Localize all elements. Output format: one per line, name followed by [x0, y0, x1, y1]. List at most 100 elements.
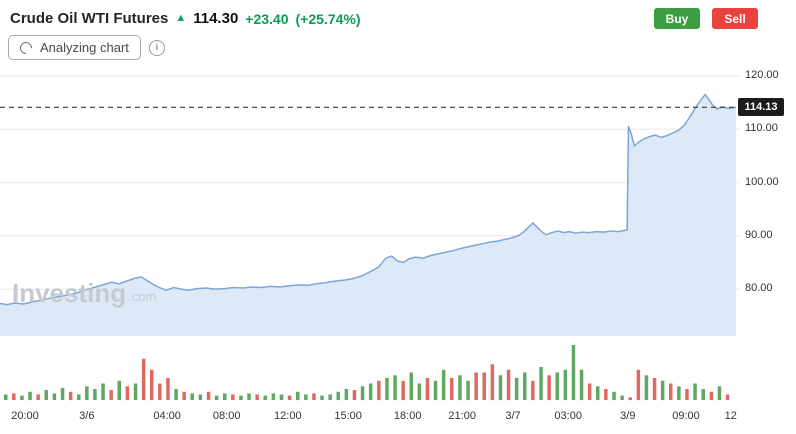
volume-bar — [555, 372, 559, 400]
volume-bar — [669, 383, 673, 400]
volume-bar — [182, 391, 186, 401]
volume-bar — [401, 380, 405, 401]
volume-bar — [287, 395, 292, 400]
volume-bar — [620, 395, 624, 400]
volume-bar — [336, 391, 340, 401]
trade-actions: Buy Sell — [654, 8, 758, 29]
volume-bar — [433, 380, 438, 401]
instrument-title: Crude Oil WTI Futures — [10, 10, 169, 27]
price-chart[interactable] — [0, 68, 740, 408]
volume-bar — [693, 383, 697, 400]
price-up-arrow-icon: ▲ — [175, 12, 187, 24]
volume-bar — [223, 393, 227, 400]
volume-bar — [547, 375, 551, 401]
x-axis-label: 03:00 — [554, 410, 582, 422]
current-price-tag: 114.13 — [738, 98, 784, 117]
y-axis-label: 90.00 — [745, 228, 773, 241]
volume-bar — [141, 358, 146, 401]
volume-bar — [44, 390, 48, 400]
volume-bar — [77, 394, 81, 400]
volume-bar — [368, 383, 373, 400]
volume-bar — [531, 380, 535, 401]
x-axis-label: 20:00 — [11, 410, 39, 422]
volume-bar — [85, 386, 89, 401]
volume-bar — [247, 393, 251, 400]
volume-bar — [214, 395, 219, 400]
x-axis[interactable]: 20:00 3/6 04:00 08:00 12:00 15:00 18:00 21:00 3/… — [0, 410, 740, 426]
investing-watermark: Investing .com — [12, 280, 156, 306]
price-area-fill — [0, 94, 736, 336]
volume-bar — [206, 391, 211, 401]
volume-bar — [458, 375, 462, 401]
watermark-main: Investing — [12, 278, 127, 308]
x-axis-label: 18:00 — [393, 410, 422, 422]
y-axis[interactable]: 120.00 110.00 100.00 90.00 80.00 — [741, 68, 796, 408]
volume-bar — [660, 380, 665, 401]
volume-bar — [377, 380, 381, 401]
volume-bar — [441, 369, 446, 401]
price-change: +23.40 — [245, 10, 289, 27]
volume-bar — [393, 375, 397, 401]
volume-bar — [360, 386, 365, 401]
volume-bar — [677, 386, 681, 401]
x-axis-label: 08:00 — [212, 410, 241, 422]
volume-bar — [93, 389, 97, 400]
volume-bar — [263, 395, 267, 400]
volume-bar — [466, 380, 470, 401]
volume-bar — [20, 395, 24, 400]
volume-bar — [685, 389, 689, 400]
volume-bar — [52, 393, 57, 400]
volume-bar — [125, 386, 130, 401]
volume-bar — [28, 391, 32, 401]
volume-bar — [4, 394, 8, 400]
volume-bar — [539, 367, 543, 400]
volume-bar — [68, 391, 73, 401]
volume-bar — [571, 345, 576, 400]
sell-button[interactable]: Sell — [712, 8, 758, 29]
volume-bar — [490, 364, 495, 401]
volume-bar — [174, 389, 178, 400]
volume-bar — [717, 386, 722, 401]
volume-bar — [328, 394, 332, 400]
volume-bar — [450, 378, 454, 400]
volume-bar — [709, 391, 714, 401]
x-axis-label: 04:00 — [153, 410, 181, 422]
volume-bar — [109, 390, 113, 400]
volume-bar — [701, 389, 705, 400]
x-axis-label: 09:00 — [672, 410, 700, 422]
analyzing-spinner-icon — [17, 39, 35, 56]
volume-bar — [652, 378, 657, 400]
volume-bar — [596, 386, 600, 401]
analyzing-chart-button[interactable]: Analyzing chart — [8, 35, 141, 60]
volume-bar — [474, 372, 478, 400]
info-icon[interactable]: i — [148, 39, 165, 56]
y-axis-label: 110.00 — [745, 122, 778, 135]
x-axis-label: 12 — [724, 410, 737, 422]
volume-bar — [158, 383, 162, 400]
volume-bar — [385, 378, 389, 400]
volume-bar — [190, 393, 194, 400]
volume-bar — [279, 394, 284, 400]
volume-bar — [514, 378, 519, 400]
header: Crude Oil WTI Futures ▲ 114.30 +23.40 (+… — [0, 0, 796, 30]
x-axis-label: 3/7 — [505, 410, 521, 422]
volume-bar — [498, 375, 503, 401]
volume-bar — [409, 372, 413, 400]
volume-bar — [579, 369, 584, 401]
volume-bar — [312, 393, 316, 400]
volume-bar — [644, 375, 649, 401]
volume-bar — [296, 391, 300, 401]
x-axis-label: 15:00 — [334, 410, 362, 422]
x-axis-label: 21:00 — [448, 410, 476, 422]
volume-bar — [255, 394, 259, 400]
buy-button[interactable]: Buy — [654, 8, 700, 29]
volume-bar — [604, 389, 608, 400]
price-change-percent: (+25.74%) — [295, 10, 361, 27]
volume-bar — [482, 372, 486, 400]
volume-bar — [150, 369, 154, 401]
volume-bar — [198, 394, 203, 400]
volume-bar — [587, 383, 592, 400]
volume-bar — [417, 383, 422, 400]
volume-bar — [425, 378, 430, 400]
